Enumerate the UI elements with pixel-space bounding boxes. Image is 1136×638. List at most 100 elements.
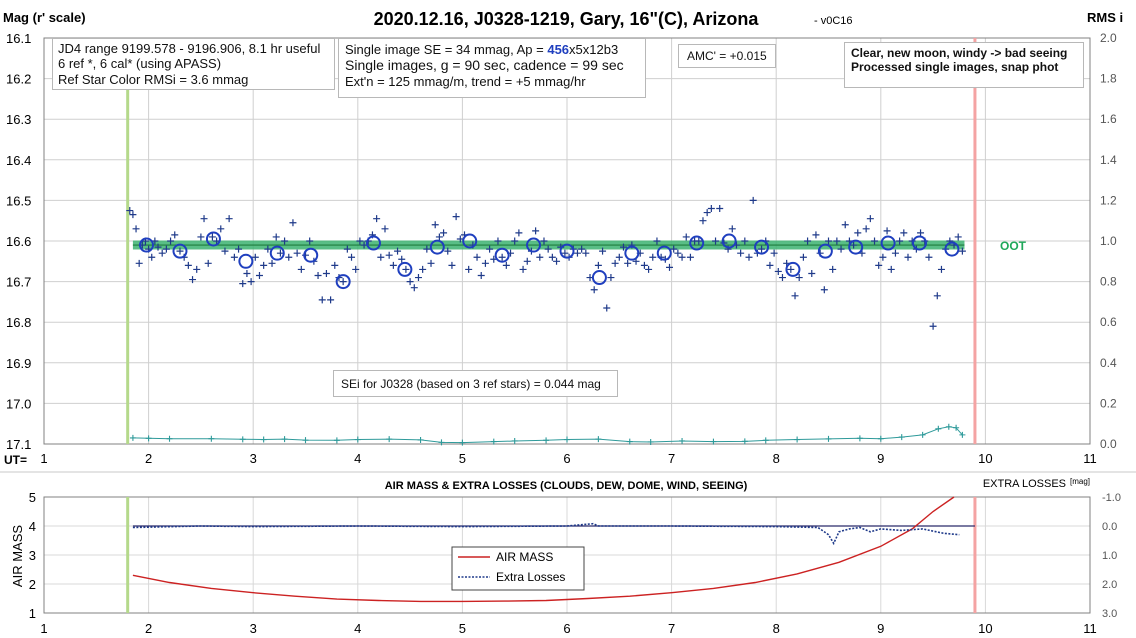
average-point: [817, 243, 833, 259]
y2-tick-label: 0.8: [1100, 275, 1117, 289]
single-image-points: [126, 196, 966, 330]
single-image-point: [389, 261, 397, 269]
single-image-point: [268, 259, 276, 267]
single-image-point: [795, 274, 803, 282]
single-image-point: [264, 245, 272, 253]
single-image-point: [532, 227, 540, 235]
single-image-point: [251, 253, 259, 261]
single-image-point: [548, 253, 556, 261]
single-image-point: [883, 227, 891, 235]
legend-box: [451, 546, 585, 591]
single-image-point: [536, 253, 544, 261]
y-tick-label: 1: [29, 606, 36, 621]
y-tick-label: 4: [29, 519, 36, 534]
extra-losses-axis-label: EXTRA LOSSES: [983, 478, 1066, 490]
single-image-point: [356, 237, 364, 245]
single-image-point: [239, 280, 247, 288]
single-image-point: [255, 272, 263, 280]
y-tick-label: 17.0: [6, 396, 31, 411]
single-image-point: [808, 269, 816, 277]
single-image-point: [841, 221, 849, 229]
single-image-point: [217, 225, 225, 233]
single-image-point: [398, 255, 406, 263]
rms-line: [132, 426, 963, 444]
y-tick-label: 16.8: [6, 315, 31, 330]
single-image-point: [770, 249, 778, 257]
average-point: [139, 237, 155, 253]
x-tick-label: 11: [1083, 451, 1097, 466]
single-image-box: Single image SE = 34 mmag, Ap = 456x5x12…: [338, 38, 646, 98]
single-image-point: [126, 207, 134, 215]
single-image-point: [494, 237, 502, 245]
single-image-point: [749, 196, 757, 204]
average-point: [559, 243, 575, 259]
y-tick-label: 3: [29, 548, 36, 563]
y2-tick-label: 1.2: [1100, 193, 1117, 207]
y2-tick-label: 3.0: [1102, 608, 1117, 620]
single-image-point: [247, 278, 255, 286]
single-image-point: [766, 261, 774, 269]
legend-extra-losses-label: Extra Losses: [496, 570, 565, 584]
single-image-point: [599, 247, 607, 255]
single-image-point: [339, 278, 347, 286]
y-tick-labels: 16.1 16.2 16.3 16.4 16.5 16.6 16.7 16.8 16.9 17.0…: [6, 31, 31, 452]
single-image-point: [954, 233, 962, 241]
single-image-point: [285, 253, 293, 261]
amc-value: AMC' = +0.015: [687, 49, 767, 63]
y-tick-label: 16.2: [6, 72, 31, 87]
single-image-point: [887, 265, 895, 273]
average-point: [365, 235, 381, 251]
y-axis-label: Mag (r' scale): [3, 10, 86, 25]
single-image-point: [799, 253, 807, 261]
single-image-point: [498, 253, 506, 261]
single-image-point: [189, 276, 197, 284]
single-image-point: [758, 245, 766, 253]
single-image-point: [352, 265, 360, 273]
single-image-point: [276, 249, 284, 257]
x-tick-label: 9: [877, 621, 884, 636]
single-image-point: [154, 243, 162, 251]
single-image-point: [348, 253, 356, 261]
y-tick-label: 5: [29, 490, 36, 505]
single-image-point: [129, 211, 137, 219]
single-image-point: [670, 245, 678, 253]
legend: AIR MASS Extra Losses: [451, 546, 585, 591]
y2-tick-label: 0.0: [1102, 521, 1117, 533]
single-image-point: [322, 269, 330, 277]
single-image-point: [703, 209, 711, 217]
single-image-point: [573, 249, 581, 257]
average-point: [494, 247, 510, 263]
single-image-point: [148, 253, 156, 261]
x-tick-label: 10: [978, 451, 992, 466]
se-suffix: x5x12b3: [569, 42, 619, 57]
single-image-point: [774, 267, 782, 275]
exposure-line: Single images, g = 90 sec, cadence = 99 …: [345, 57, 624, 74]
x-tick-label: 3: [250, 451, 257, 466]
single-image-point: [200, 215, 208, 223]
single-image-point: [866, 215, 874, 223]
x-tick-label: 8: [773, 621, 780, 636]
single-image-point: [419, 265, 427, 273]
single-image-point: [260, 261, 268, 269]
single-image-point: [837, 245, 845, 253]
single-image-point: [619, 243, 627, 251]
single-image-point: [812, 231, 820, 239]
y-tick-label: 16.9: [6, 356, 31, 371]
single-image-point: [235, 245, 243, 253]
lower-x-tick-labels: 1 2 3 4 5 6 7 8 9 10 11: [40, 621, 1096, 636]
single-image-point: [132, 225, 140, 233]
single-image-point: [624, 259, 632, 267]
single-image-point: [716, 205, 724, 213]
single-image-point: [167, 237, 175, 245]
single-image-point: [281, 237, 289, 245]
single-image-point: [674, 249, 682, 257]
version-label: - v0C16: [814, 15, 853, 27]
single-image-point: [327, 296, 335, 304]
single-image-point: [162, 245, 170, 253]
average-point: [397, 261, 413, 277]
y2-tick-label: 1.0: [1100, 234, 1117, 248]
single-image-point: [519, 265, 527, 273]
single-image-point: [414, 274, 422, 282]
single-image-point: [272, 233, 280, 241]
single-image-point: [640, 261, 648, 269]
